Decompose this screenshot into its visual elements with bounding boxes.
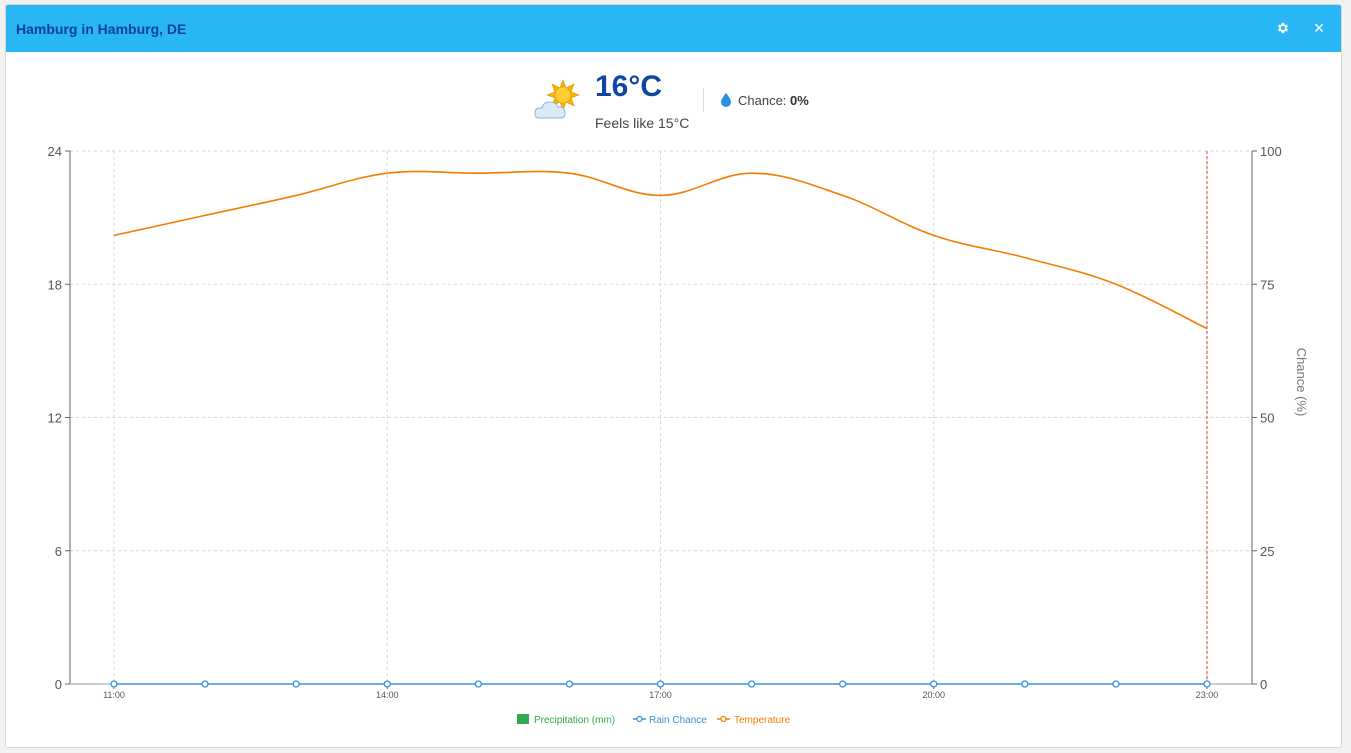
sun-behind-cloud-icon	[532, 78, 582, 124]
x-axis-tick-label: 23:00	[1196, 690, 1219, 700]
current-temperature: 16°C	[595, 70, 663, 103]
droplet-icon	[721, 93, 731, 107]
rain-chance-point	[1021, 680, 1029, 688]
rain-chance-point	[292, 680, 300, 688]
right-axis-tick-label: 100	[1260, 144, 1282, 159]
right-axis-tick-label: 0	[1260, 677, 1267, 692]
rain-chance-point	[565, 680, 574, 688]
right-axis-tick-label: 75	[1260, 277, 1274, 292]
gear-icon[interactable]	[1274, 19, 1292, 37]
left-axis-tick-label: 12	[48, 411, 62, 426]
rain-chance-point	[930, 680, 938, 688]
chance-value: 0%	[790, 93, 809, 108]
left-axis-tick-label: 18	[48, 277, 62, 292]
rain-chance-point	[1203, 680, 1211, 688]
legend-temperature-swatch-point	[720, 715, 727, 723]
x-axis-tick-label: 17:00	[649, 690, 672, 700]
left-axis-tick-label: 0	[55, 677, 62, 692]
rain-chance-point	[383, 680, 391, 688]
rain-chance-point	[656, 680, 665, 688]
rain-chance-point	[839, 680, 847, 688]
rain-chance: Chance: 0%	[738, 93, 809, 108]
legend-precipitation-swatch	[517, 714, 529, 724]
left-axis-tick-label: 6	[55, 544, 62, 559]
x-axis-tick-label: 11:00	[103, 690, 125, 700]
x-axis-tick-label: 20:00	[922, 690, 945, 700]
right-axis-tick-label: 25	[1260, 544, 1274, 559]
title-bar: Hamburg in Hamburg, DE ×	[6, 5, 1341, 52]
x-axis-tick-label: 14:00	[376, 690, 399, 700]
legend-rain-label: Rain Chance	[649, 715, 707, 726]
weather-window: Hamburg in Hamburg, DE ×	[5, 4, 1342, 748]
legend-temperature-label: Temperature	[734, 715, 791, 726]
legend-rain-swatch-point	[636, 715, 643, 723]
window-title: Hamburg in Hamburg, DE	[16, 21, 187, 37]
rain-chance-point	[474, 680, 482, 688]
temperature-line	[113, 170, 1208, 330]
close-icon[interactable]: ×	[1313, 18, 1325, 38]
current-conditions: 16°C Feels like 15°C Chance: 0%	[0, 0, 1351, 140]
divider	[703, 88, 704, 112]
rain-chance-point	[110, 680, 118, 688]
right-axis-tick-label: 50	[1260, 411, 1274, 426]
chance-label: Chance:	[738, 93, 787, 108]
rain-chance-point	[747, 680, 756, 688]
rain-chance-point	[1112, 680, 1120, 688]
legend-precipitation-label: Precipitation (mm)	[534, 715, 615, 726]
rain-chance-point	[201, 680, 209, 688]
right-axis-title: Chance (%)	[1294, 348, 1309, 417]
feels-like: Feels like 15°C	[595, 115, 690, 131]
left-axis-tick-label: 24	[48, 144, 62, 159]
